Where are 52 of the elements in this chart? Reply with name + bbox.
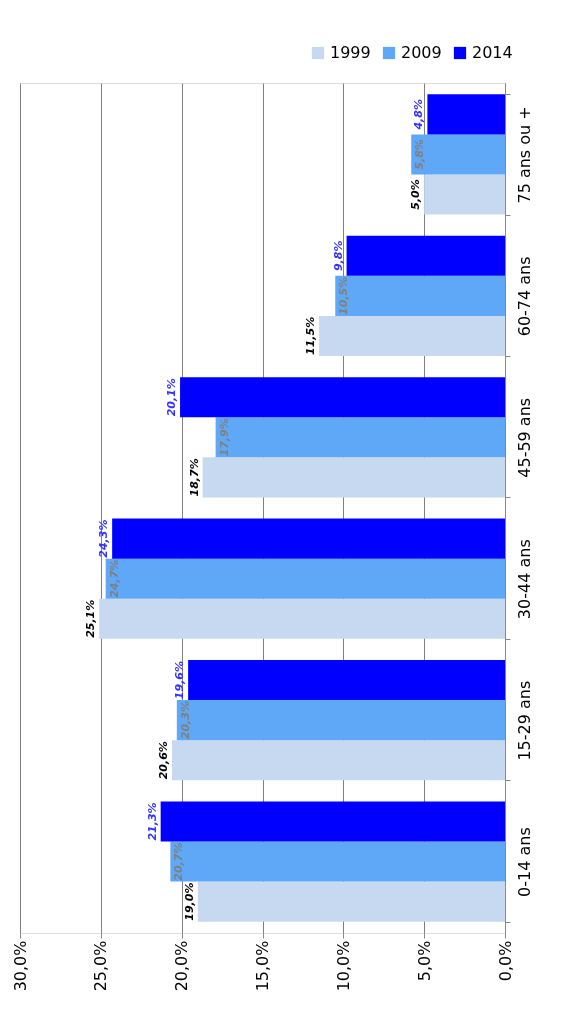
bar bbox=[160, 801, 505, 842]
x-tick-label: 30,0% bbox=[10, 940, 30, 992]
data-label: 24,3% bbox=[97, 519, 111, 558]
x-tick-label: 0,0% bbox=[495, 940, 515, 982]
data-label: 19,0% bbox=[182, 882, 196, 921]
data-label: 17,9% bbox=[217, 418, 231, 457]
x-tick-label: 10,0% bbox=[333, 940, 353, 992]
bar bbox=[188, 660, 505, 701]
y-tick-label: 15-29 ans bbox=[514, 680, 534, 761]
legend-label: 2014 bbox=[472, 43, 513, 62]
data-label: 5,0% bbox=[409, 179, 423, 210]
data-label: 18,7% bbox=[187, 458, 201, 497]
data-label: 21,3% bbox=[145, 802, 159, 841]
x-tick-label: 25,0% bbox=[91, 940, 111, 992]
data-label: 9,8% bbox=[331, 240, 345, 272]
data-label: 19,6% bbox=[173, 660, 187, 700]
bar bbox=[197, 881, 505, 922]
data-label: 20,1% bbox=[165, 378, 179, 417]
bar bbox=[346, 235, 505, 276]
data-label: 24,7% bbox=[107, 559, 121, 598]
bar bbox=[427, 94, 505, 135]
bar bbox=[424, 174, 505, 215]
legend-label: 1999 bbox=[330, 43, 371, 62]
x-tick-label: 20,0% bbox=[172, 940, 192, 992]
bar bbox=[105, 558, 505, 599]
data-label: 5,8% bbox=[413, 139, 427, 170]
data-label: 4,8% bbox=[412, 99, 426, 131]
data-label: 20,3% bbox=[178, 701, 192, 740]
data-label: 11,5% bbox=[304, 316, 318, 356]
bar bbox=[170, 841, 505, 882]
bar bbox=[180, 377, 505, 418]
legend-label: 2009 bbox=[401, 43, 442, 62]
bar bbox=[202, 457, 505, 498]
data-label: 10,5% bbox=[337, 276, 351, 315]
bar bbox=[335, 275, 505, 316]
y-tick-label: 60-74 ans bbox=[514, 256, 534, 337]
bar bbox=[99, 598, 505, 639]
data-label: 20,6% bbox=[156, 741, 170, 780]
y-tick-label: 0-14 ans bbox=[514, 827, 534, 897]
data-label: 25,1% bbox=[84, 599, 98, 638]
bar bbox=[215, 417, 505, 458]
data-label: 20,7% bbox=[172, 842, 186, 881]
y-tick-label: 75 ans ou + bbox=[514, 106, 534, 204]
bar bbox=[112, 518, 505, 559]
y-tick-label: 30-44 ans bbox=[514, 539, 534, 620]
bar bbox=[171, 740, 505, 781]
bar bbox=[176, 700, 505, 741]
x-tick-label: 5,0% bbox=[414, 940, 434, 982]
x-tick-label: 15,0% bbox=[253, 940, 272, 992]
y-tick-label: 45-59 ans bbox=[514, 397, 534, 478]
bar bbox=[319, 315, 505, 356]
bar bbox=[411, 134, 505, 175]
